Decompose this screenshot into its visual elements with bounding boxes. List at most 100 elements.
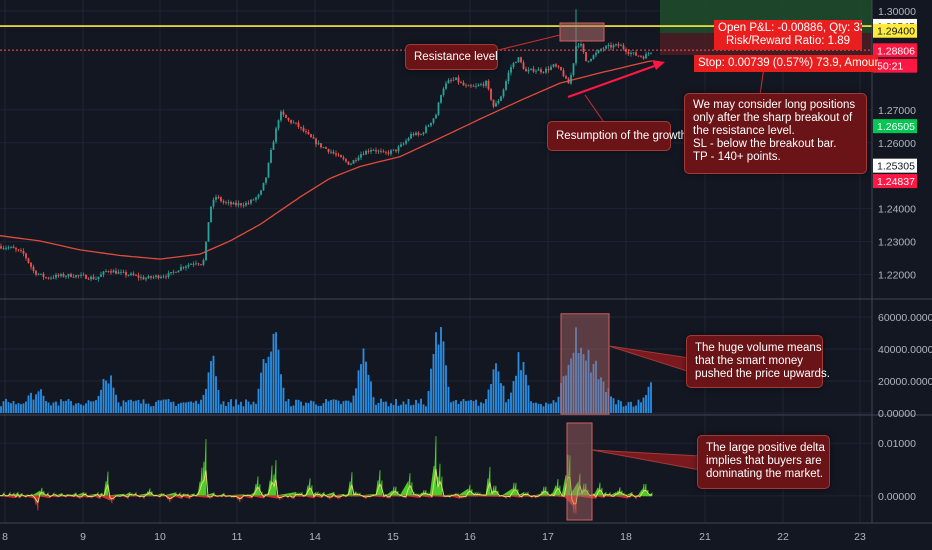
candle-body [452,79,455,81]
price-level-tag [873,23,917,38]
volume-bar [537,403,540,413]
volume-bar [40,389,42,413]
open-pnl-text: Open P&L: -0.00886, Qty: 33829 [718,22,862,34]
volume-bar [160,400,162,413]
volume-bar [567,364,570,413]
candle-body [435,114,437,119]
volume-bar [227,402,230,413]
volume-bar [312,401,315,413]
candle-body [600,49,602,51]
volume-bar [572,352,575,413]
candle-body [325,147,327,149]
delta-signal-line [0,468,653,505]
candle-body [537,69,540,71]
volume-bar [577,352,580,413]
volume-bar [117,402,120,413]
volume-bar [115,394,117,413]
candle-body [265,177,267,183]
volume-bar [565,375,567,413]
candle-body [627,52,630,54]
time-axis[interactable]: 8 9 10 11 14 15 16 17 18 21 22 23 [2,531,866,543]
candle-body [557,66,560,68]
volume-bar [5,398,7,413]
candle-body [97,276,100,280]
volume-bar [2,401,5,413]
volume-bar [637,399,640,413]
volume-bar [142,399,145,413]
growth-text: Resumption of the growth [556,130,688,142]
candle-body [410,133,412,139]
candle-body [350,163,352,165]
candle-body [485,80,487,86]
volume-bar [535,402,537,413]
candle-body [100,274,102,277]
candle-body [572,63,575,76]
volume-bar [440,327,442,413]
candle-body [280,111,282,121]
candle-body [22,250,25,254]
candle-body [127,275,130,276]
time-tick-label: 22 [777,531,789,543]
volume-bar [62,401,65,413]
candle-body [197,263,200,265]
candle-body [497,100,500,104]
candle-body [20,250,22,252]
candle-body [7,247,10,249]
time-tick-label: 8 [2,531,8,543]
price-level-tag [873,43,917,58]
candle-body [432,118,435,123]
candle-body [155,275,157,277]
volume-bar [77,403,80,413]
candle-body [210,206,212,223]
candle-body [110,271,112,273]
candle-body [145,278,147,280]
volume-bar [392,404,395,413]
candle-body [455,77,457,80]
candle-body [200,264,202,266]
volume-bar [15,404,17,413]
volume-bar [645,394,647,413]
volume-bar [515,375,517,413]
candle-body [457,77,460,83]
candle-body [500,96,502,101]
volume-bar [427,391,430,413]
volume-panel[interactable] [0,313,652,415]
candle-body [637,55,640,57]
volume-bar [212,355,215,413]
volume-bar [175,406,177,413]
volume-bar [482,403,485,413]
volume-bar [480,402,482,413]
time-tick-label: 21 [699,531,711,543]
volume-bar [417,403,420,413]
volume-bar [497,371,500,413]
price-axis[interactable]: 1.30000 1.27000 1.26000 1.24000 1.23000 1.220… [873,6,932,503]
volume-bar [625,405,627,413]
delta-negative-area [0,494,641,514]
candle-body [177,270,180,273]
candle-body [502,89,505,97]
stop-label[interactable]: Stop: 0.00739 (0.57%) 73.9, Amount: [694,55,878,72]
candle-body [125,272,127,276]
growth-trend-arrow [567,62,661,99]
open-pnl-label[interactable]: Open P&L: -0.00886, Qty: 33829 Risk/Rewa… [714,20,862,50]
candle-body [590,59,592,61]
candle-body [575,46,577,64]
candle-body [622,45,625,49]
candle-body [512,63,515,68]
delta-panel[interactable] [0,422,653,521]
volume-bar [592,363,595,413]
price-level-tag [873,158,917,173]
volume-bar [95,400,97,413]
candle-body [375,150,377,152]
volume-bar [157,400,160,413]
candle-body [272,141,275,150]
volume-bar [492,369,495,413]
candle-body [402,143,405,145]
candle-body [282,111,285,115]
volume-bar [310,400,312,413]
volume-bar [145,403,147,413]
candle-body [545,68,547,73]
volume-bar [547,403,550,413]
volume-bar [200,399,202,413]
candle-body [387,152,390,154]
